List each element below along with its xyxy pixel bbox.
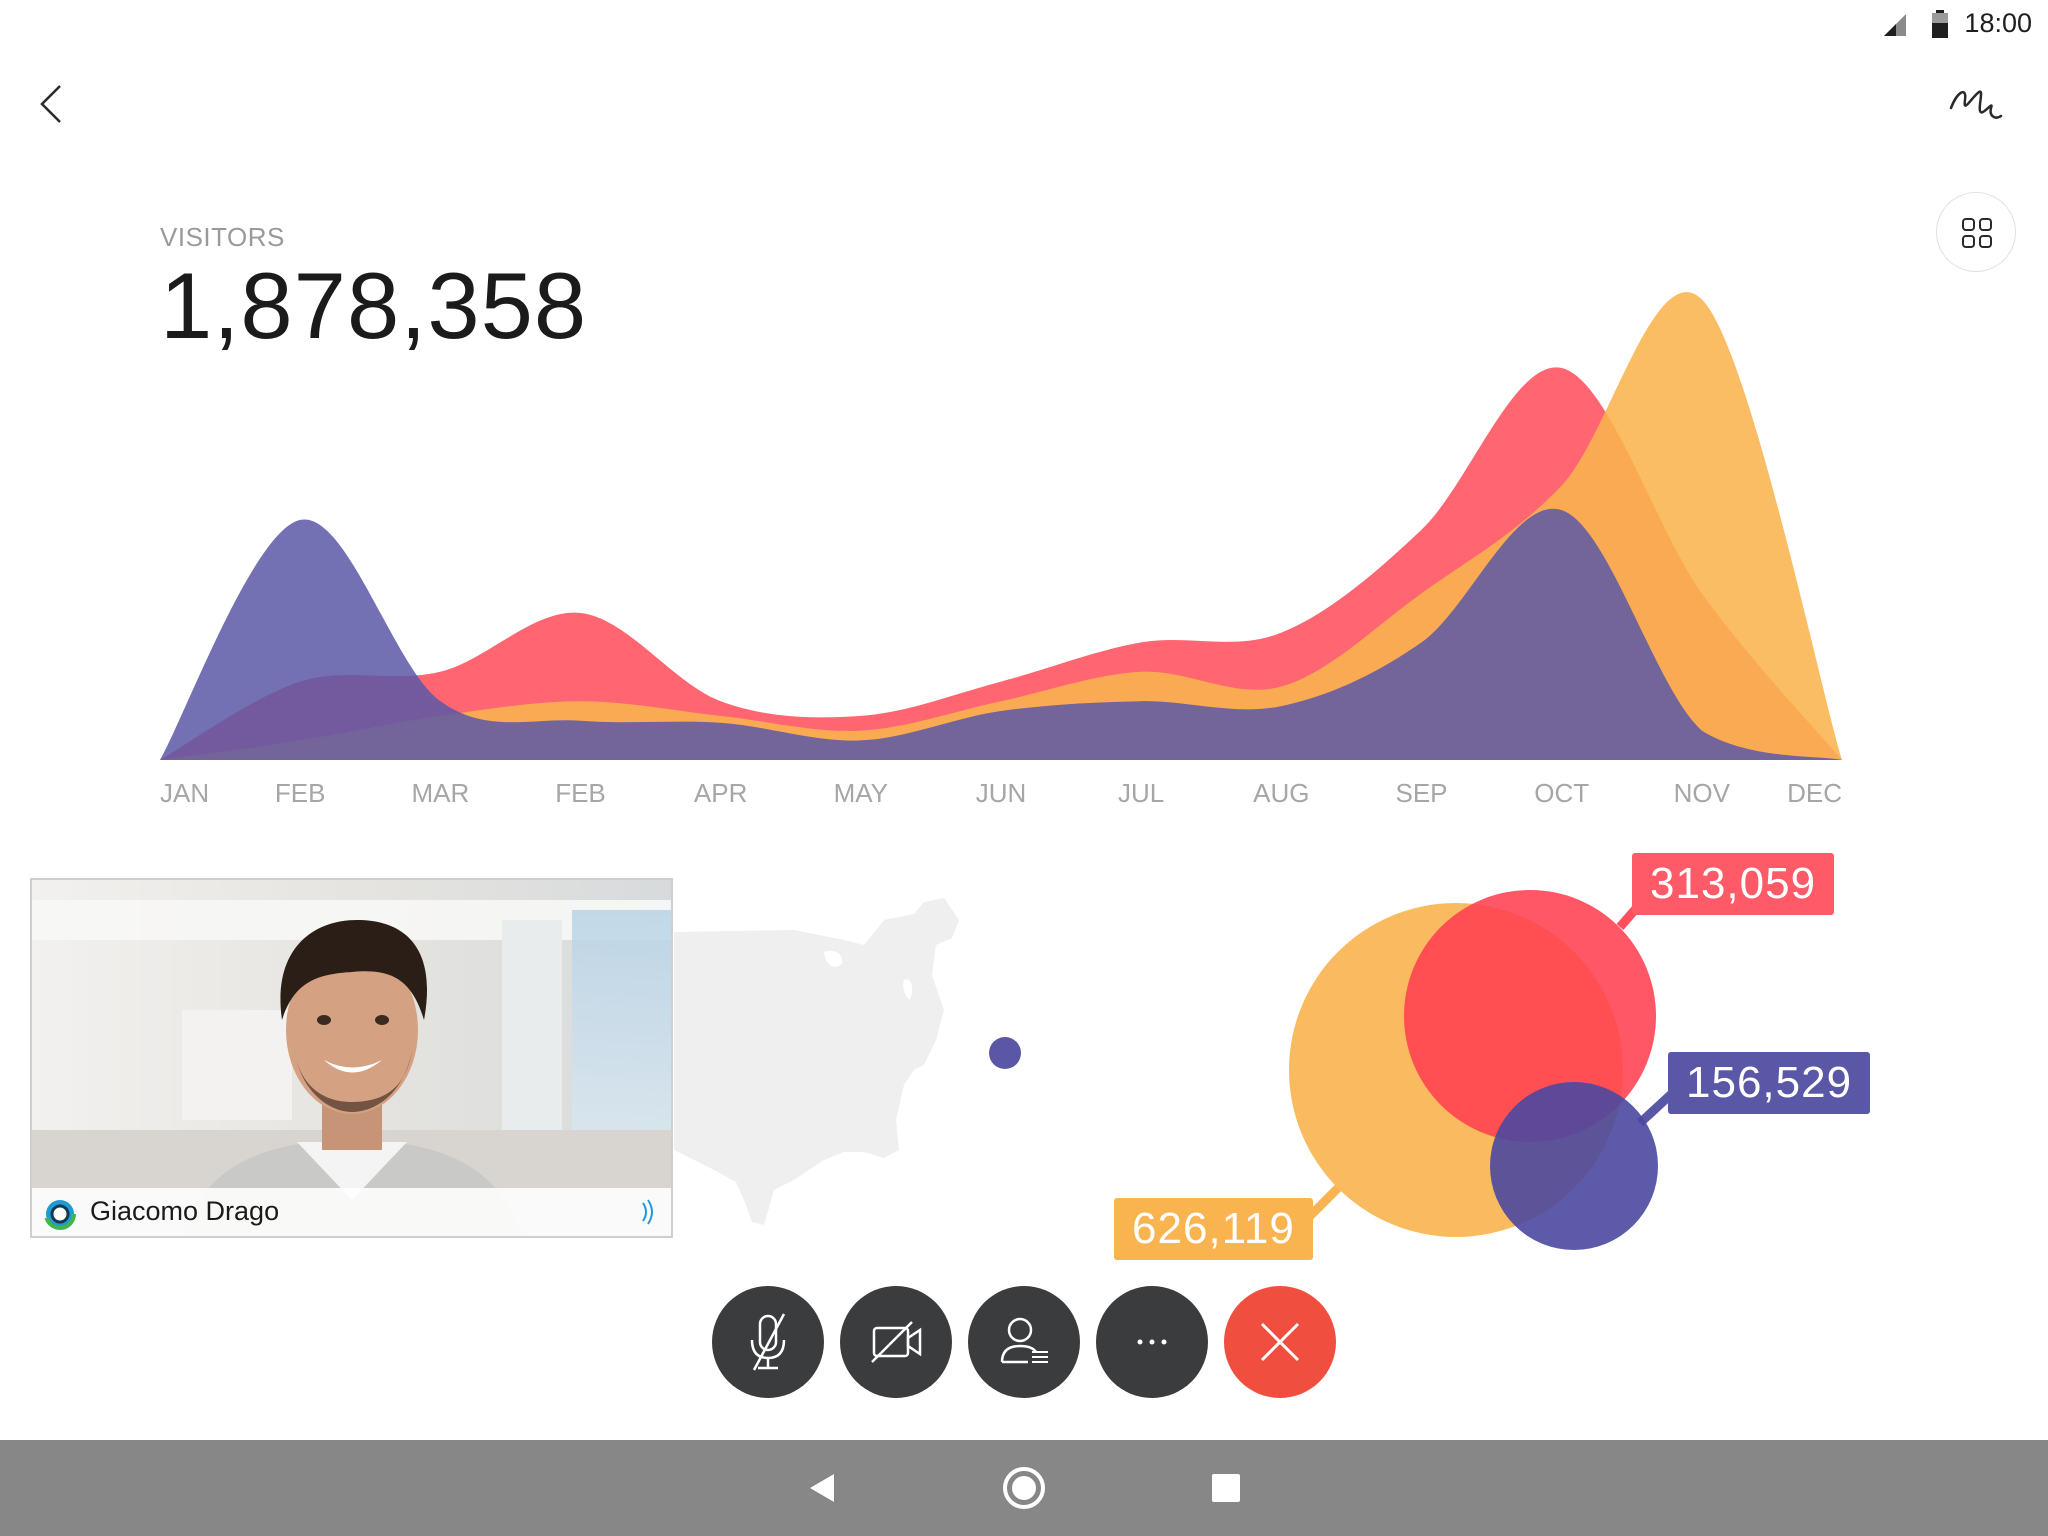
grid-layout-button[interactable] (1936, 192, 2016, 272)
participant-name: Giacomo Drago (90, 1196, 280, 1226)
x-tick-label: JUN (976, 778, 1027, 808)
location-marker[interactable] (989, 1037, 1021, 1069)
audio-active-icon (642, 1199, 653, 1225)
bubble-red (1404, 890, 1656, 1142)
x-tick-label: APR (694, 778, 747, 808)
visitors-area-chart: JAN FEB MAR FEB APR MAY JUN JUL AUG SEP OCT NOV DEC (160, 292, 1842, 808)
more-button[interactable] (1096, 1286, 1208, 1398)
status-time: 18:00 (1964, 8, 2032, 38)
participant-video-tile[interactable]: Giacomo Drago (30, 878, 673, 1238)
x-tick-label: JAN (160, 778, 209, 808)
webex-logo-icon (44, 1198, 76, 1230)
us-map (674, 898, 1021, 1225)
microphone-muted-icon (750, 1313, 786, 1371)
participant-video-feed (32, 880, 671, 1236)
end-call-button[interactable] (1224, 1286, 1336, 1398)
visitors-label: VISITORS (160, 222, 285, 252)
x-tick-label: SEP (1395, 778, 1447, 808)
close-icon (1260, 1322, 1300, 1362)
video-toggle-button[interactable] (840, 1286, 952, 1398)
back-triangle-icon[interactable] (808, 1472, 838, 1504)
x-tick-label: JUL (1118, 778, 1164, 808)
x-tick-label: MAY (834, 778, 888, 808)
x-tick-label: FEB (275, 778, 326, 808)
bubble-label-yellow: 626,119 (1114, 1198, 1313, 1260)
grid-layout-icon (1962, 218, 1992, 248)
visitors-value: 1,878,358 (160, 253, 588, 358)
signal-icon (1884, 14, 1906, 36)
bubble-label-purple: 156,529 (1668, 1052, 1871, 1114)
bubble-purple (1490, 1082, 1658, 1250)
x-tick-label: MAR (411, 778, 469, 808)
area-series-0 (160, 508, 1842, 760)
bubble-chart (1289, 890, 1684, 1250)
chevron-left-icon[interactable] (30, 78, 78, 130)
x-tick-label: FEB (555, 778, 606, 808)
x-tick-label: OCT (1534, 778, 1589, 808)
recents-square-icon[interactable] (1211, 1473, 1241, 1503)
participants-button[interactable] (968, 1286, 1080, 1398)
battery-icon (1932, 10, 1948, 38)
bubble-label-red: 313,059 (1632, 853, 1835, 915)
mute-button[interactable] (712, 1286, 824, 1398)
squiggle-annotate-icon[interactable] (1945, 78, 2007, 130)
home-circle-icon[interactable] (1002, 1466, 1046, 1510)
system-nav-bar (0, 1440, 2048, 1536)
x-tick-label: AUG (1253, 778, 1309, 808)
participants-icon (1000, 1317, 1048, 1364)
more-icon (1137, 1339, 1167, 1345)
x-tick-label: NOV (1674, 778, 1731, 808)
participant-name-bar: Giacomo Drago (32, 1188, 671, 1236)
x-tick-label: DEC (1787, 778, 1842, 808)
video-off-icon (871, 1321, 922, 1363)
